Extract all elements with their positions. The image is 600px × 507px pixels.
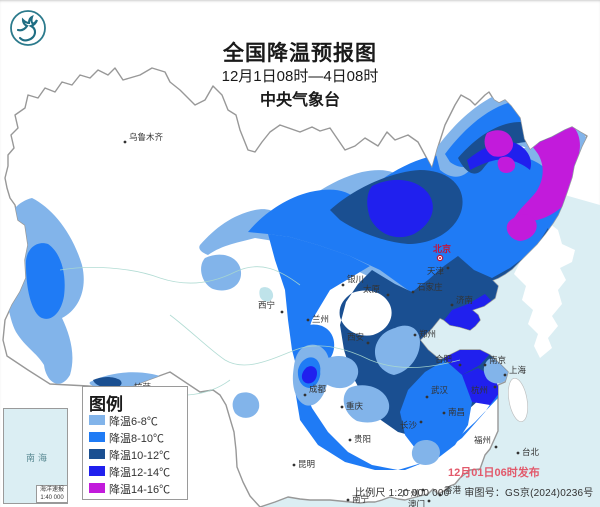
svg-text:重庆: 重庆: [346, 401, 364, 411]
svg-text:成都: 成都: [309, 384, 327, 394]
svg-text:南京: 南京: [489, 355, 506, 365]
svg-text:太原: 太原: [363, 284, 380, 294]
svg-text:贵阳: 贵阳: [354, 434, 371, 444]
svg-text:杭州: 杭州: [471, 385, 488, 395]
svg-text:乌鲁木齐: 乌鲁木齐: [129, 132, 164, 142]
svg-text:北京: 北京: [433, 243, 451, 254]
svg-text:南昌: 南昌: [448, 407, 465, 417]
svg-text:武汉: 武汉: [431, 385, 449, 395]
svg-text:济南: 济南: [456, 295, 473, 305]
svg-text:天津: 天津: [427, 266, 445, 276]
svg-text:澳门: 澳门: [408, 499, 425, 507]
svg-text:银川: 银川: [347, 274, 364, 284]
svg-text:台北: 台北: [522, 447, 540, 457]
svg-text:上海: 上海: [509, 365, 527, 375]
svg-text:郑州: 郑州: [419, 329, 436, 339]
svg-text:西安: 西安: [347, 332, 364, 342]
svg-text:兰州: 兰州: [312, 314, 329, 324]
svg-text:石家庄: 石家庄: [417, 282, 443, 292]
svg-text:福州: 福州: [474, 435, 491, 445]
svg-text:昆明: 昆明: [298, 459, 315, 469]
svg-text:合肥: 合肥: [435, 354, 453, 364]
svg-text:西宁: 西宁: [258, 300, 275, 310]
svg-text:长沙: 长沙: [400, 420, 418, 430]
